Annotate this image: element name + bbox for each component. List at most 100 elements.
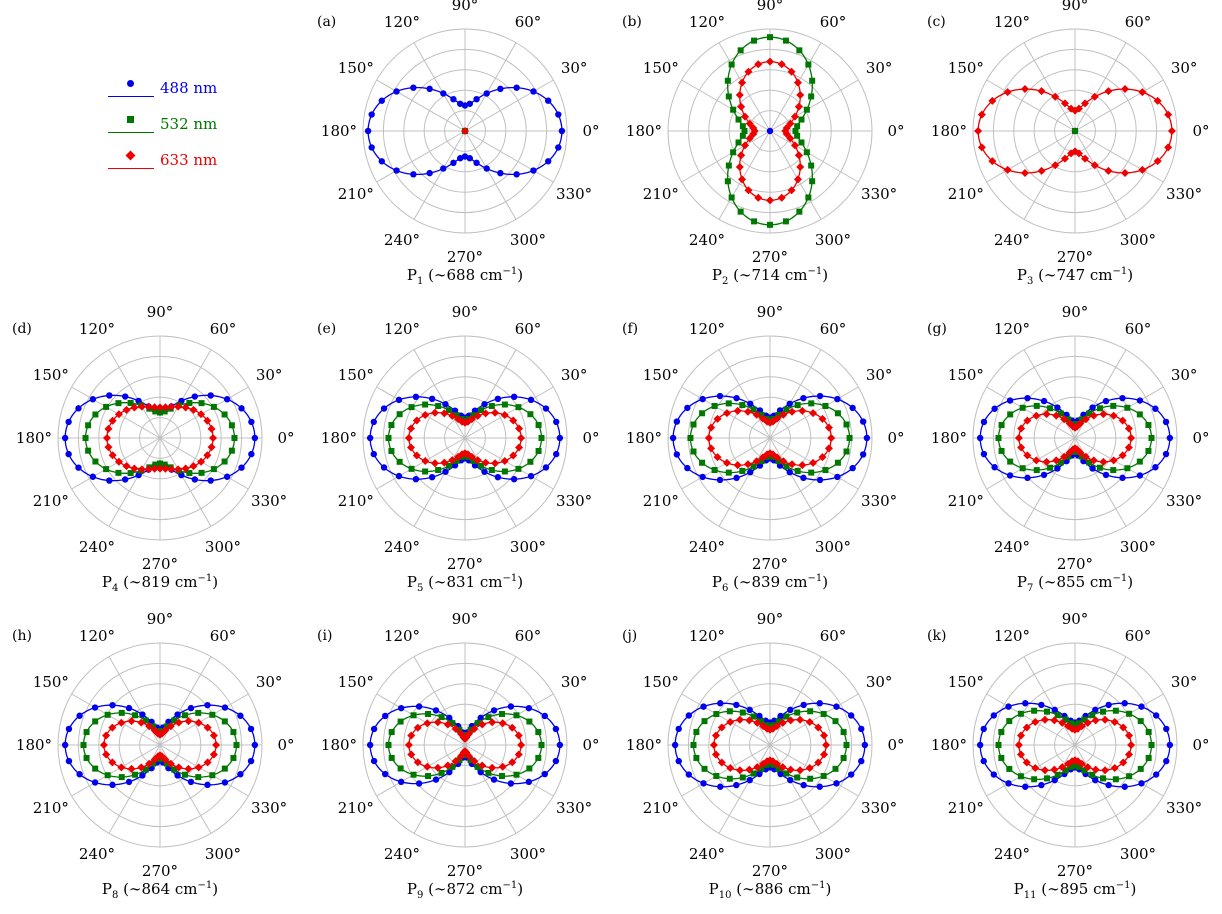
grid-spoke [414, 438, 465, 526]
data-point [804, 107, 810, 113]
data-point [405, 741, 413, 749]
data-point [1146, 755, 1152, 761]
data-point [105, 712, 111, 718]
panel-label: (g) [927, 321, 947, 337]
data-point [1163, 726, 1169, 732]
data-point [526, 705, 532, 711]
data-point [712, 731, 720, 739]
panel-caption: P8 (∼864 cm−1) [30, 880, 290, 901]
panel-label: (i) [317, 628, 332, 644]
data-point [210, 751, 218, 759]
angle-tick-label: 150° [33, 673, 69, 691]
angle-tick-label: 150° [643, 59, 679, 77]
data-point [423, 719, 431, 727]
angle-tick-label: 210° [33, 492, 69, 510]
angle-tick-label: 60° [515, 13, 542, 31]
caption-part: ) [1127, 266, 1133, 284]
angle-tick-label: 180° [321, 429, 357, 447]
data-point [754, 194, 762, 202]
data-point [501, 411, 509, 419]
caption-part: (∼864 cm [118, 880, 197, 898]
data-point [1047, 465, 1053, 471]
angle-tick-label: 180° [626, 429, 662, 447]
data-point [778, 194, 786, 202]
data-point [795, 103, 803, 111]
data-point [807, 776, 813, 782]
data-point [426, 86, 432, 92]
data-point [1101, 766, 1109, 774]
data-point [981, 726, 987, 732]
panel-label: (d) [12, 321, 32, 337]
data-point [699, 474, 705, 480]
data-point [835, 410, 841, 416]
data-point [517, 434, 525, 442]
grid-spoke [770, 438, 821, 526]
data-point [1146, 729, 1152, 735]
angle-tick-label: 180° [321, 736, 357, 754]
data-point [821, 773, 827, 779]
data-point [115, 400, 121, 406]
data-point [122, 393, 128, 399]
polar-panel: 0°30°60°90°120°150°180°210°240°270°300°3… [12, 610, 295, 880]
data-point [747, 707, 753, 713]
data-point [991, 406, 997, 412]
data-point [809, 409, 817, 417]
data-point [726, 400, 732, 406]
data-point [212, 741, 220, 749]
data-point [1006, 766, 1012, 772]
angle-tick-label: 300° [815, 231, 851, 249]
data-point [1137, 472, 1143, 478]
angle-tick-label: 90° [757, 303, 784, 321]
data-point [535, 755, 541, 761]
data-point [991, 771, 997, 777]
angle-tick-label: 300° [205, 538, 241, 556]
data-point [1041, 398, 1047, 404]
grid-spoke [109, 350, 160, 438]
data-point [778, 60, 786, 68]
data-point [738, 47, 744, 53]
data-point [1097, 465, 1103, 471]
data-point [92, 704, 98, 710]
data-point [416, 780, 422, 786]
data-point [1163, 451, 1169, 457]
data-point [833, 780, 839, 786]
angle-tick-label: 60° [1125, 627, 1152, 645]
data-point [796, 163, 804, 171]
angle-tick-label: 120° [994, 320, 1030, 338]
data-point [795, 151, 803, 159]
data-point [457, 101, 463, 107]
grid-spoke [1075, 657, 1126, 745]
angle-tick-label: 60° [515, 320, 542, 338]
angle-tick-label: 30° [1171, 673, 1198, 691]
data-point [535, 729, 541, 735]
data-point [190, 462, 198, 470]
data-point [85, 422, 91, 428]
panel-caption: P11 (∼895 cm−1) [945, 880, 1205, 901]
data-point [515, 444, 523, 452]
data-point [398, 705, 404, 711]
data-point [388, 422, 394, 428]
data-point [817, 700, 823, 706]
circle-marker-icon [127, 80, 134, 87]
polar-panel: 0°30°60°90°120°150°180°210°240°270°300°3… [317, 303, 600, 573]
data-point [727, 776, 733, 782]
angle-tick-label: 0° [1192, 122, 1209, 140]
data-point [76, 713, 82, 719]
data-point [1038, 782, 1044, 788]
data-point [712, 751, 720, 759]
data-point [83, 435, 89, 441]
data-point [713, 773, 719, 779]
data-point [1111, 718, 1119, 726]
data-point [1168, 127, 1176, 135]
data-point [186, 470, 192, 476]
data-point [90, 396, 96, 402]
panel-caption: P9 (∼872 cm−1) [335, 880, 595, 901]
data-point [1038, 702, 1044, 708]
data-point [809, 459, 817, 467]
data-point [998, 755, 1004, 761]
panel-caption: P5 (∼831 cm−1) [335, 573, 595, 594]
data-point [182, 772, 188, 778]
data-point [539, 435, 545, 441]
data-point [1055, 712, 1061, 718]
panel-caption: P6 (∼839 cm−1) [640, 573, 900, 594]
